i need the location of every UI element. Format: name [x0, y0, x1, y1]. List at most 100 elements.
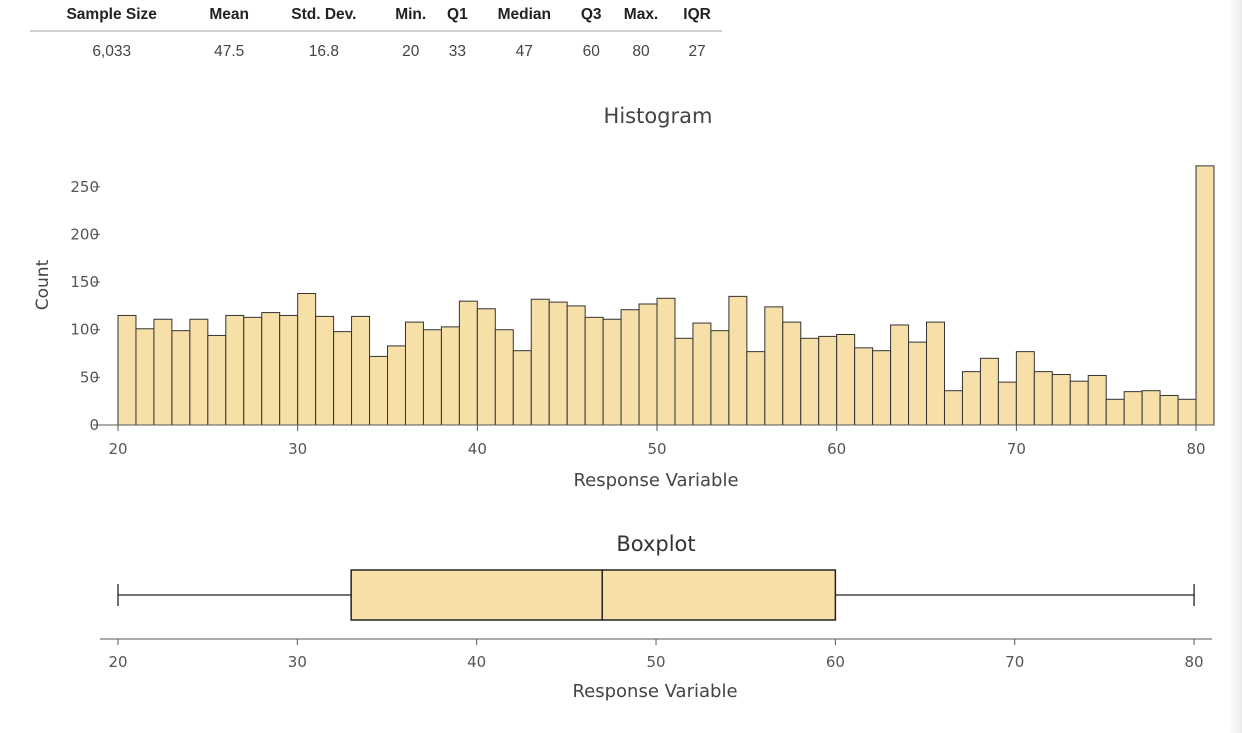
- histogram-bar: [836, 333, 856, 426]
- histogram-bar: [943, 390, 963, 426]
- histogram-bar: [1069, 380, 1089, 426]
- histogram-bar: [207, 334, 227, 426]
- histogram-y-tick-label: 50: [80, 368, 99, 386]
- page-edge-shadow: [1230, 0, 1242, 733]
- histogram-bar: [422, 329, 442, 426]
- histogram-bar: [656, 297, 676, 426]
- stats-value-row: 6,033 47.5 16.8 20 33 47 60 80 27: [30, 31, 722, 72]
- histogram-bar: [818, 335, 838, 426]
- histogram-bar: [440, 326, 460, 426]
- stats-header-cell: Q3: [572, 0, 610, 32]
- stats-header-cell: IQR: [672, 0, 722, 32]
- stats-header-cell: Median: [476, 0, 573, 32]
- histogram-x-tick-label: 50: [647, 440, 666, 458]
- stats-header-cell: Q1: [438, 0, 477, 32]
- stats-header-cell: Mean: [193, 0, 265, 32]
- histogram-bar: [476, 308, 496, 426]
- histogram-bar: [584, 316, 604, 426]
- stats-value-cell: 6,033: [92, 43, 132, 60]
- histogram-bar: [1123, 391, 1143, 426]
- boxplot-x-tick-label: 60: [826, 653, 845, 671]
- histogram-bar: [530, 298, 550, 426]
- stats-value-cell: 27: [688, 43, 706, 60]
- histogram-bar: [961, 371, 981, 426]
- histogram-bar: [1141, 390, 1161, 426]
- boxplot-axes: 20 30 40 50 60 70 80: [100, 638, 1212, 671]
- histogram-x-tick-label: 70: [1007, 440, 1026, 458]
- histogram-y-tick-label: 250: [70, 178, 99, 196]
- histogram-bar: [566, 305, 586, 426]
- stats-value-cell: 47.5: [214, 43, 245, 60]
- histogram-bar: [620, 309, 640, 426]
- histogram-y-tick-label: 0: [89, 416, 99, 434]
- stats-header-row: Sample Size Mean Std. Dev. Min. Q1 Median Q3 Ma…: [30, 0, 722, 32]
- histogram-bar: [387, 345, 406, 426]
- histogram-bar: [153, 318, 173, 426]
- stats-value-cell: 60: [582, 43, 600, 60]
- histogram-bar: [602, 318, 622, 426]
- histogram-y-tick-label: 200: [70, 225, 99, 243]
- boxplot-shapes: [117, 569, 1195, 621]
- histogram-bar: [800, 337, 820, 426]
- stats-value-cell: 80: [632, 43, 650, 60]
- histogram-bar: [638, 303, 658, 426]
- histogram-bar: [333, 331, 353, 426]
- histogram-bar: [135, 328, 155, 426]
- histogram-bar: [979, 357, 999, 426]
- histogram-bar: [404, 321, 424, 426]
- histogram-bar: [890, 324, 910, 426]
- histogram-bar: [692, 322, 712, 426]
- histogram-bar: [764, 306, 784, 426]
- histogram-bar: [782, 321, 802, 426]
- histogram-bar: [1159, 394, 1179, 426]
- histogram-bar: [710, 330, 730, 426]
- histogram-bar: [674, 337, 694, 426]
- histogram-bar: [1195, 165, 1215, 426]
- histogram-bar: [458, 300, 478, 426]
- histogram-y-tick-label: 150: [70, 273, 99, 291]
- stats-header-cell: Max.: [609, 0, 673, 32]
- histogram-bar: [926, 321, 945, 426]
- histogram-bar: [746, 351, 766, 426]
- histogram-chart: Histogram Count Response Variable 20 30 40…: [33, 104, 1215, 491]
- boxplot-x-tick-label: 70: [1005, 653, 1024, 671]
- histogram-bar: [297, 293, 317, 426]
- histogram-bar: [1087, 374, 1107, 426]
- histogram-bar: [351, 315, 371, 426]
- stats-header-cell: Sample Size: [30, 0, 194, 32]
- histogram-bar: [369, 355, 389, 426]
- histogram-bar: [189, 318, 209, 426]
- histogram-title: Histogram: [604, 104, 713, 128]
- histogram-y-tick-label: 100: [70, 321, 99, 339]
- histogram-x-tick-label: 40: [468, 440, 487, 458]
- summary-statistics-table: Sample Size Mean Std. Dev. Min. Q1 Median Q3 Ma…: [30, 0, 722, 72]
- histogram-bar: [494, 329, 514, 426]
- stats-value-cell: 47: [515, 43, 533, 60]
- histogram-bar: [1177, 398, 1197, 426]
- histogram-x-axis-label: Response Variable: [573, 470, 738, 491]
- boxplot-x-tick-label: 40: [467, 653, 486, 671]
- boxplot-box: [350, 569, 837, 621]
- histogram-x-tick-label: 20: [108, 440, 127, 458]
- histogram-bar: [1033, 371, 1053, 426]
- boxplot-x-tick-label: 50: [646, 653, 665, 671]
- histogram-x-tick-label: 80: [1186, 440, 1205, 458]
- histogram-bar: [548, 301, 568, 426]
- boxplot-chart: Boxplot Response Variable 20 30 40 50 60 70 80: [100, 532, 1212, 702]
- histogram-bar: [1015, 351, 1035, 426]
- histogram-bar: [243, 316, 263, 426]
- histogram-bar: [1105, 398, 1125, 426]
- stats-value-cell: 20: [402, 43, 420, 60]
- histogram-bar: [728, 295, 748, 426]
- boxplot-x-tick-label: 30: [288, 653, 307, 671]
- histogram-bar: [908, 341, 928, 426]
- histogram-axes: 20 30 40 50 60 70 80 0 50 100 150 200 250: [70, 178, 1214, 458]
- histogram-x-tick-label: 60: [827, 440, 846, 458]
- histogram-bar: [261, 312, 281, 426]
- histogram-bar: [171, 330, 191, 426]
- histogram-bar: [279, 314, 299, 426]
- histogram-bar: [117, 314, 137, 426]
- stats-header-cell: Min.: [382, 0, 439, 32]
- histogram-bar: [872, 350, 892, 426]
